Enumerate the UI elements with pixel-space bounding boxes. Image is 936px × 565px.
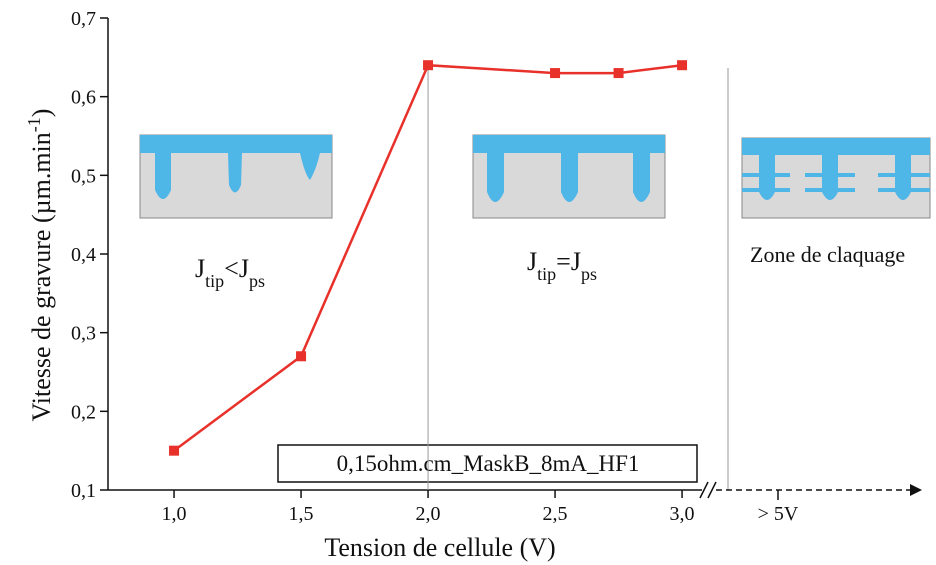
legend-label: 0,15ohm.cm_MaskB_8mA_HF1 <box>337 451 640 476</box>
x-tick-label: > 5V <box>758 503 799 525</box>
annotation-part: = <box>556 247 571 276</box>
x-tick-label: 2,0 <box>416 503 441 525</box>
annotation: Jtip=Jps <box>527 247 597 284</box>
y-axis-title: Vitesse de gravure (µm.min-1) <box>24 109 56 422</box>
y-tick-label: 0,7 <box>71 8 96 30</box>
annotation-part: Zone de claquage <box>750 242 905 267</box>
inset-1 <box>139 134 333 219</box>
data-point <box>550 68 561 79</box>
annotation-part: < <box>224 254 239 283</box>
annotation-part: J <box>571 247 581 276</box>
y-axis-title-part: ) <box>27 109 56 118</box>
y-axis-title-part: -1 <box>24 117 44 132</box>
annotation: Zone de claquage <box>750 242 905 267</box>
data-line <box>173 63 683 452</box>
inset-3 <box>741 137 931 219</box>
x-axis-title: Tension de cellule (V) <box>324 533 555 562</box>
y-tick-label: 0,6 <box>71 87 96 109</box>
data-point <box>613 68 624 79</box>
annotation-part: tip <box>205 271 224 291</box>
annotation-part: ps <box>249 271 265 291</box>
x-tick-label: 1,5 <box>289 503 314 525</box>
annotation-part: tip <box>537 264 556 284</box>
y-axis-title-part: Vitesse de gravure (µm.min <box>27 132 56 421</box>
x-tick-label: 3,0 <box>670 503 695 525</box>
data-point <box>677 60 688 71</box>
annotation-part: J <box>195 254 205 283</box>
data-point <box>296 351 307 362</box>
data-point <box>169 445 180 456</box>
x-tick-label: 1,0 <box>162 503 187 525</box>
y-tick-label: 0,2 <box>71 401 96 423</box>
axis-arrow <box>910 484 922 496</box>
annotation: Jtip<Jps <box>195 254 265 291</box>
data-point <box>423 60 434 71</box>
annotation-part: J <box>527 247 537 276</box>
axis-break <box>699 481 717 499</box>
y-tick-label: 0,1 <box>71 480 96 502</box>
annotation-part: J <box>239 254 249 283</box>
x-tick-label: 2,5 <box>543 503 568 525</box>
annotation-part: ps <box>581 264 597 284</box>
inset-2 <box>472 134 666 219</box>
y-tick-label: 0,4 <box>71 244 96 266</box>
y-tick-label: 0,3 <box>71 323 96 345</box>
y-tick-label: 0,5 <box>71 165 96 187</box>
legend-box <box>277 444 698 483</box>
